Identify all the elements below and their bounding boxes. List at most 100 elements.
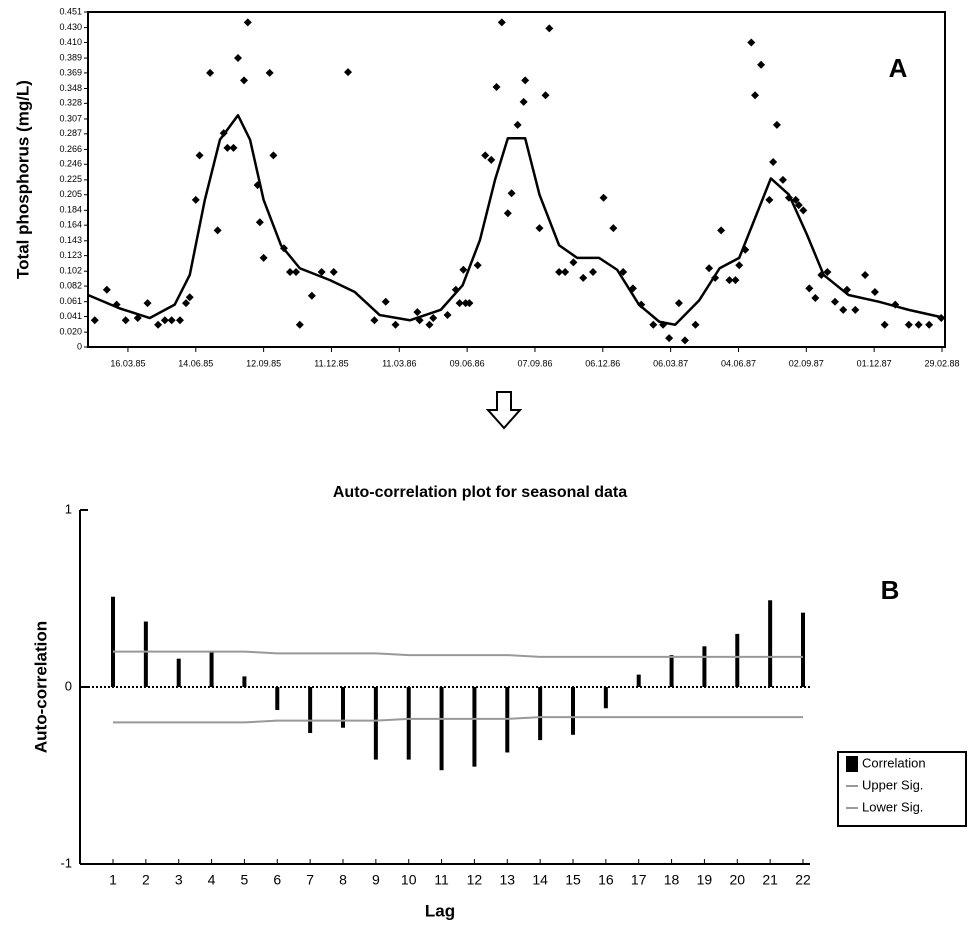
- data-point: [233, 54, 242, 63]
- data-point: [329, 267, 338, 276]
- x-tick-label: 06.03.87: [653, 358, 688, 368]
- bar: [538, 687, 543, 741]
- bar: [209, 651, 214, 687]
- x-tick-label: 17: [631, 872, 647, 888]
- data-point: [513, 120, 522, 129]
- data-point: [223, 143, 232, 152]
- data-point: [778, 175, 787, 184]
- trend-line: [87, 113, 946, 326]
- data-point: [589, 267, 598, 276]
- x-tick-label: 14: [532, 872, 548, 888]
- x-tick-label: 3: [175, 872, 183, 888]
- data-point: [317, 267, 326, 276]
- data-point: [497, 18, 506, 27]
- significance-line: [113, 716, 803, 724]
- x-tick-label: 06.12.86: [585, 358, 620, 368]
- data-point: [691, 320, 700, 329]
- bar: [111, 596, 115, 687]
- data-point: [167, 316, 176, 325]
- data-point: [735, 261, 744, 270]
- data-point: [535, 224, 544, 233]
- data-point: [195, 151, 204, 160]
- data-point: [791, 195, 800, 204]
- data-point: [455, 299, 464, 308]
- y-tick-label: 0.287: [59, 128, 82, 138]
- data-point: [904, 320, 913, 329]
- x-tick-label: 11.12.85: [314, 358, 348, 368]
- data-point: [794, 201, 803, 210]
- data-point: [519, 97, 528, 106]
- legend-box: [837, 751, 967, 827]
- data-point: [811, 293, 820, 302]
- x-tick-label: 5: [241, 872, 249, 888]
- x-axis-label: Lag: [425, 901, 455, 920]
- y-tick-label: 0: [65, 678, 72, 693]
- bar: [143, 621, 148, 687]
- data-point: [503, 209, 512, 218]
- x-tick-label: 02.09.87: [789, 358, 824, 368]
- bar: [373, 687, 378, 760]
- y-tick-label: 0.164: [59, 220, 82, 230]
- data-point: [772, 120, 781, 129]
- x-tick-label: 12: [467, 872, 483, 888]
- data-point: [717, 226, 726, 235]
- legend-label: Upper Sig.: [862, 777, 923, 792]
- y-tick-label: 0.184: [59, 205, 82, 215]
- data-point: [839, 305, 848, 314]
- bar: [603, 687, 608, 709]
- bar: [275, 687, 280, 711]
- data-point: [674, 299, 683, 308]
- data-point: [295, 320, 304, 329]
- y-tick-label: 0.123: [59, 250, 82, 260]
- data-point: [121, 316, 130, 325]
- data-point: [545, 24, 554, 33]
- data-point: [175, 316, 184, 325]
- x-tick-label: 07.09.86: [517, 358, 552, 368]
- x-tick-label: 21: [762, 872, 778, 888]
- data-point: [521, 76, 530, 85]
- data-point: [265, 68, 274, 77]
- data-point: [473, 261, 482, 270]
- data-point: [731, 276, 740, 285]
- y-tick-label: 0.451: [59, 6, 82, 16]
- x-tick-label: 19: [697, 872, 713, 888]
- bar: [406, 687, 411, 760]
- data-point: [181, 299, 190, 308]
- y-tick-label: 0.061: [59, 296, 82, 306]
- legend-label: Correlation: [862, 755, 926, 770]
- data-point: [769, 158, 778, 167]
- data-point: [370, 316, 379, 325]
- data-point: [861, 270, 870, 279]
- data-point: [555, 267, 564, 276]
- data-point: [243, 18, 252, 27]
- data-point: [102, 285, 111, 294]
- data-point: [914, 320, 923, 329]
- y-tick-label: 0.020: [59, 327, 82, 337]
- data-point: [481, 151, 490, 160]
- data-point: [747, 38, 756, 47]
- data-point: [160, 316, 169, 325]
- bar: [735, 633, 740, 687]
- data-point: [459, 265, 468, 274]
- data-point: [680, 336, 689, 345]
- y-tick-label: 0.041: [59, 311, 82, 321]
- legend-swatch: [846, 756, 858, 772]
- data-point: [805, 284, 814, 293]
- x-tick-label: 6: [273, 872, 281, 888]
- x-tick-label: 09.06.86: [450, 358, 485, 368]
- data-point: [561, 267, 570, 276]
- y-axis-label: Auto-correlation: [31, 621, 50, 753]
- down-arrow: [485, 391, 523, 430]
- y-tick-label: -1: [60, 855, 72, 870]
- bar: [242, 676, 247, 687]
- y-tick-label: 0.348: [59, 83, 82, 93]
- y-tick-label: 0.430: [59, 22, 82, 32]
- x-tick-label: 22: [795, 872, 811, 888]
- data-point: [191, 195, 200, 204]
- y-tick-label: 0.307: [59, 113, 82, 123]
- data-point: [757, 60, 766, 69]
- data-point: [292, 267, 301, 276]
- data-point: [143, 299, 152, 308]
- data-point: [765, 195, 774, 204]
